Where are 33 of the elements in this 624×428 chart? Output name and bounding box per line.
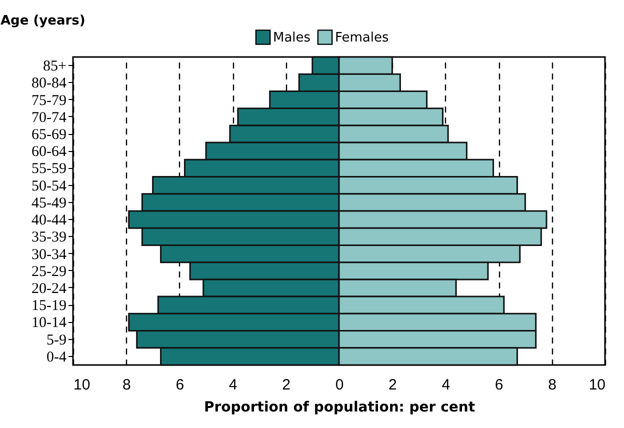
y-tick-label: 5-9 [46, 332, 66, 348]
y-tick-label: 65-69 [32, 127, 66, 143]
y-axis-title: Age (years) [0, 14, 86, 28]
y-tick-label: 35-39 [32, 230, 66, 246]
y-tick-label: 50-54 [32, 178, 67, 194]
x-tick-label: 4 [228, 376, 238, 394]
y-tick-label: 55-59 [32, 161, 66, 178]
y-tick-label: 20-24 [32, 281, 67, 297]
y-tick-label: 15-19 [32, 298, 66, 314]
y-tick-label: 45-49 [32, 195, 66, 212]
y-tick-label: 60-64 [32, 144, 67, 160]
x-axis-title: Proportion of population: per cent [204, 400, 476, 416]
x-tick-label: 8 [122, 376, 131, 394]
y-tick-label: 25-29 [32, 264, 66, 280]
y-tick-label: 80-84 [32, 76, 67, 92]
y-tick-label: 40-44 [32, 212, 67, 229]
legend-label: Females [335, 30, 390, 46]
x-tick-label: 6 [494, 376, 504, 394]
x-tick-label: 6 [176, 376, 184, 394]
x-tick-label: 4 [442, 376, 450, 394]
x-tick-label: 8 [548, 376, 556, 394]
legend-label: Males [273, 30, 311, 46]
y-tick-label: 0-4 [46, 349, 67, 366]
y-tick-label: 10-14 [32, 315, 67, 332]
y-tick-label: 75-79 [32, 92, 66, 109]
x-tick-label: 10 [74, 376, 90, 394]
x-tick-label: 2 [282, 376, 290, 394]
y-tick-label: 70-74 [32, 110, 67, 126]
y-tick-label: 85+ [43, 58, 66, 75]
y-tick-label: 30-34 [32, 246, 67, 263]
x-tick-label: 2 [388, 376, 397, 394]
x-tick-label: 0 [335, 376, 344, 394]
x-tick-label: 10 [588, 376, 606, 394]
